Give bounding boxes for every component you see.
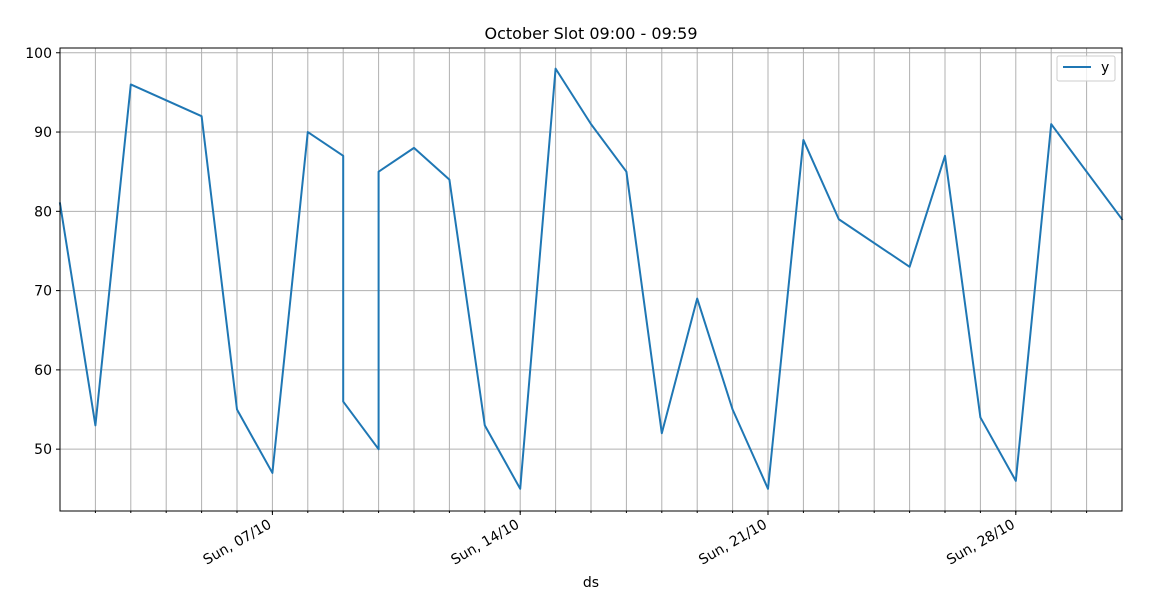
y-tick-label: 50	[34, 442, 52, 458]
y-tick-label: 80	[34, 204, 52, 220]
plot-frame	[59, 47, 1123, 512]
y-tick-label: 70	[34, 284, 52, 300]
legend-label: y	[1101, 60, 1109, 76]
chart-title: October Slot 09:00 - 09:59	[484, 24, 697, 43]
y-tick-label: 90	[34, 125, 52, 141]
x-axis-label: ds	[583, 575, 599, 591]
legend: y	[1056, 55, 1116, 82]
grid-layer	[60, 48, 1122, 511]
y-tick-label: 100	[25, 46, 52, 62]
y-tick-label: 60	[34, 363, 52, 379]
legend-frame	[1056, 55, 1116, 82]
series-layer	[58, 67, 1124, 490]
series-line-y	[58, 67, 1124, 490]
